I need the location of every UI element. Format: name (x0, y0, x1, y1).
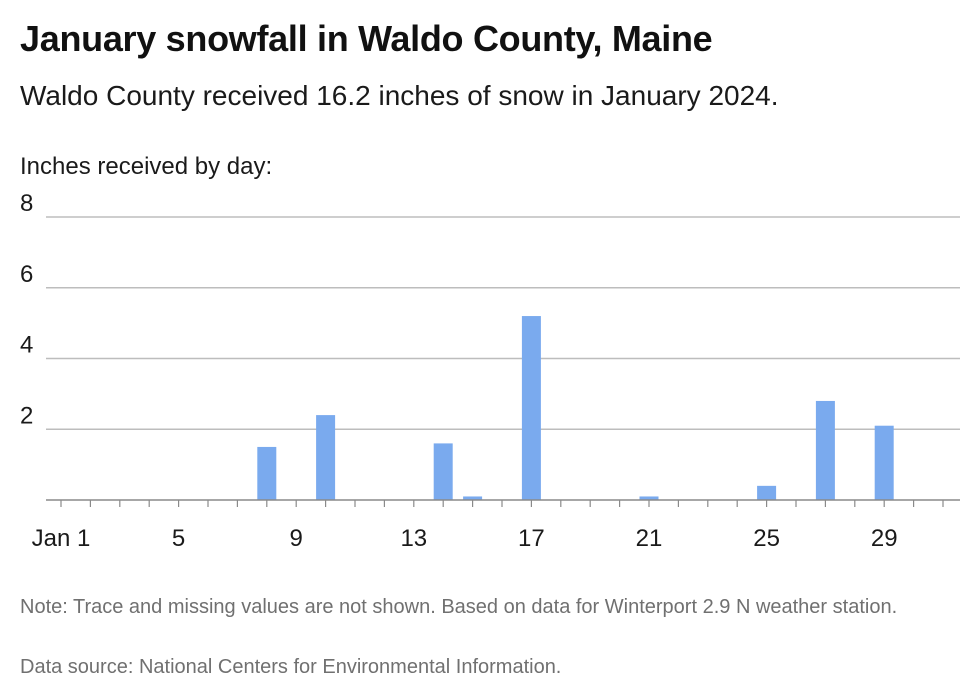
x-tick-labels: Jan 1 5 9 13 17 21 25 29 (32, 525, 898, 552)
x-tick-label: 13 (400, 525, 427, 552)
bar-day-10 (316, 415, 336, 500)
x-tick-label: 5 (172, 525, 185, 552)
x-tick-label: 17 (518, 525, 545, 552)
footnote: Note: Trace and missing values are not s… (20, 596, 898, 618)
x-tick-label: 25 (753, 525, 780, 552)
y-axis-label: Inches received by day: (20, 153, 273, 180)
x-axis (46, 499, 960, 507)
x-tick-label: 9 (290, 525, 303, 552)
y-tick-label: 6 (20, 261, 33, 288)
y-tick-label: 8 (20, 190, 33, 217)
y-tick-labels: 2 4 6 8 (20, 190, 33, 429)
snowfall-bar-chart: 2 4 6 8 Jan 1 5 9 13 17 21 25 29 (20, 190, 960, 552)
bar-day-27 (815, 400, 835, 500)
bars (257, 316, 894, 500)
x-tick-label: 21 (636, 525, 663, 552)
x-tick-label: 29 (871, 525, 898, 552)
chart-title: January snowfall in Waldo County, Maine (20, 18, 713, 59)
bar-day-29 (874, 425, 894, 500)
bar-day-25 (757, 485, 777, 500)
bar-day-17 (521, 316, 541, 500)
y-tick-label: 2 (20, 402, 33, 429)
bar-day-15 (463, 496, 483, 500)
bar-day-14 (433, 443, 453, 500)
gridlines (46, 216, 960, 430)
x-tick-label: Jan 1 (32, 525, 91, 552)
y-tick-label: 4 (20, 332, 33, 359)
chart-subtitle: Waldo County received 16.2 inches of sno… (20, 80, 779, 111)
bar-day-21 (639, 496, 659, 500)
data-source: Data source: National Centers for Enviro… (20, 656, 562, 678)
bar-day-8 (257, 446, 277, 500)
